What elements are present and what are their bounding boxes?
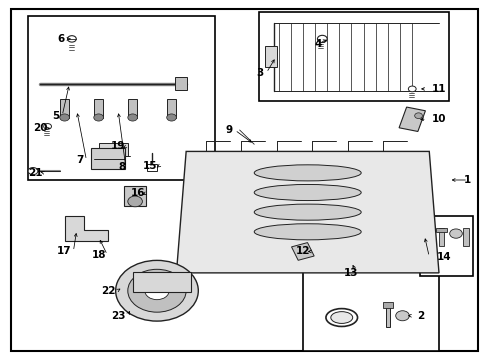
Polygon shape bbox=[176, 152, 438, 273]
Bar bbox=[419, 216, 472, 276]
Circle shape bbox=[144, 282, 169, 300]
Circle shape bbox=[28, 167, 38, 175]
Text: 6: 6 bbox=[57, 34, 64, 44]
Bar bbox=[128, 99, 137, 118]
Bar bbox=[94, 99, 103, 118]
Text: 16: 16 bbox=[130, 188, 144, 198]
Text: 13: 13 bbox=[344, 268, 358, 278]
Text: 8: 8 bbox=[118, 162, 125, 172]
Circle shape bbox=[60, 114, 69, 121]
Circle shape bbox=[127, 114, 137, 121]
Bar bbox=[385, 304, 389, 327]
Circle shape bbox=[317, 35, 326, 42]
Text: 18: 18 bbox=[91, 250, 106, 260]
Bar bbox=[382, 302, 392, 308]
Bar bbox=[264, 46, 277, 67]
Circle shape bbox=[127, 269, 186, 312]
Bar bbox=[132, 272, 191, 292]
Bar bbox=[146, 163, 157, 171]
Text: 20: 20 bbox=[33, 123, 47, 133]
Bar bbox=[291, 243, 313, 260]
Polygon shape bbox=[64, 216, 108, 241]
Bar bbox=[124, 186, 146, 206]
Ellipse shape bbox=[254, 184, 361, 201]
Text: 14: 14 bbox=[436, 252, 450, 262]
Text: 3: 3 bbox=[256, 68, 264, 78]
Text: 11: 11 bbox=[431, 84, 445, 94]
Bar bbox=[462, 228, 468, 246]
Ellipse shape bbox=[254, 204, 361, 220]
Text: 9: 9 bbox=[225, 125, 232, 135]
Text: 10: 10 bbox=[431, 114, 445, 124]
Text: 21: 21 bbox=[28, 168, 42, 178]
Text: 7: 7 bbox=[77, 156, 84, 165]
Bar bbox=[99, 143, 127, 157]
Bar bbox=[398, 107, 425, 131]
Text: 5: 5 bbox=[52, 111, 60, 121]
Bar bbox=[259, 12, 448, 102]
Ellipse shape bbox=[330, 312, 352, 323]
Circle shape bbox=[94, 114, 103, 121]
Bar bbox=[91, 148, 125, 169]
Circle shape bbox=[127, 196, 142, 207]
Ellipse shape bbox=[254, 165, 361, 181]
Circle shape bbox=[67, 36, 76, 42]
Text: 4: 4 bbox=[314, 39, 322, 49]
Text: 1: 1 bbox=[463, 175, 469, 185]
Text: 17: 17 bbox=[57, 247, 72, 256]
Ellipse shape bbox=[325, 309, 357, 327]
Circle shape bbox=[116, 260, 198, 321]
Bar bbox=[438, 228, 444, 246]
Bar bbox=[435, 228, 446, 232]
Bar bbox=[175, 77, 187, 90]
Text: 22: 22 bbox=[101, 286, 116, 296]
Circle shape bbox=[407, 86, 415, 92]
Circle shape bbox=[449, 229, 461, 238]
Circle shape bbox=[166, 114, 176, 121]
Text: 2: 2 bbox=[416, 311, 424, 321]
Circle shape bbox=[395, 311, 408, 321]
Text: 15: 15 bbox=[142, 161, 157, 171]
Text: 23: 23 bbox=[111, 311, 125, 321]
Bar bbox=[60, 99, 69, 118]
Bar bbox=[167, 99, 176, 118]
Text: 12: 12 bbox=[295, 247, 309, 256]
Bar bbox=[28, 16, 215, 180]
Circle shape bbox=[43, 123, 51, 129]
Text: 19: 19 bbox=[111, 141, 125, 151]
Circle shape bbox=[414, 113, 422, 118]
Ellipse shape bbox=[254, 224, 361, 240]
Bar bbox=[302, 269, 438, 351]
